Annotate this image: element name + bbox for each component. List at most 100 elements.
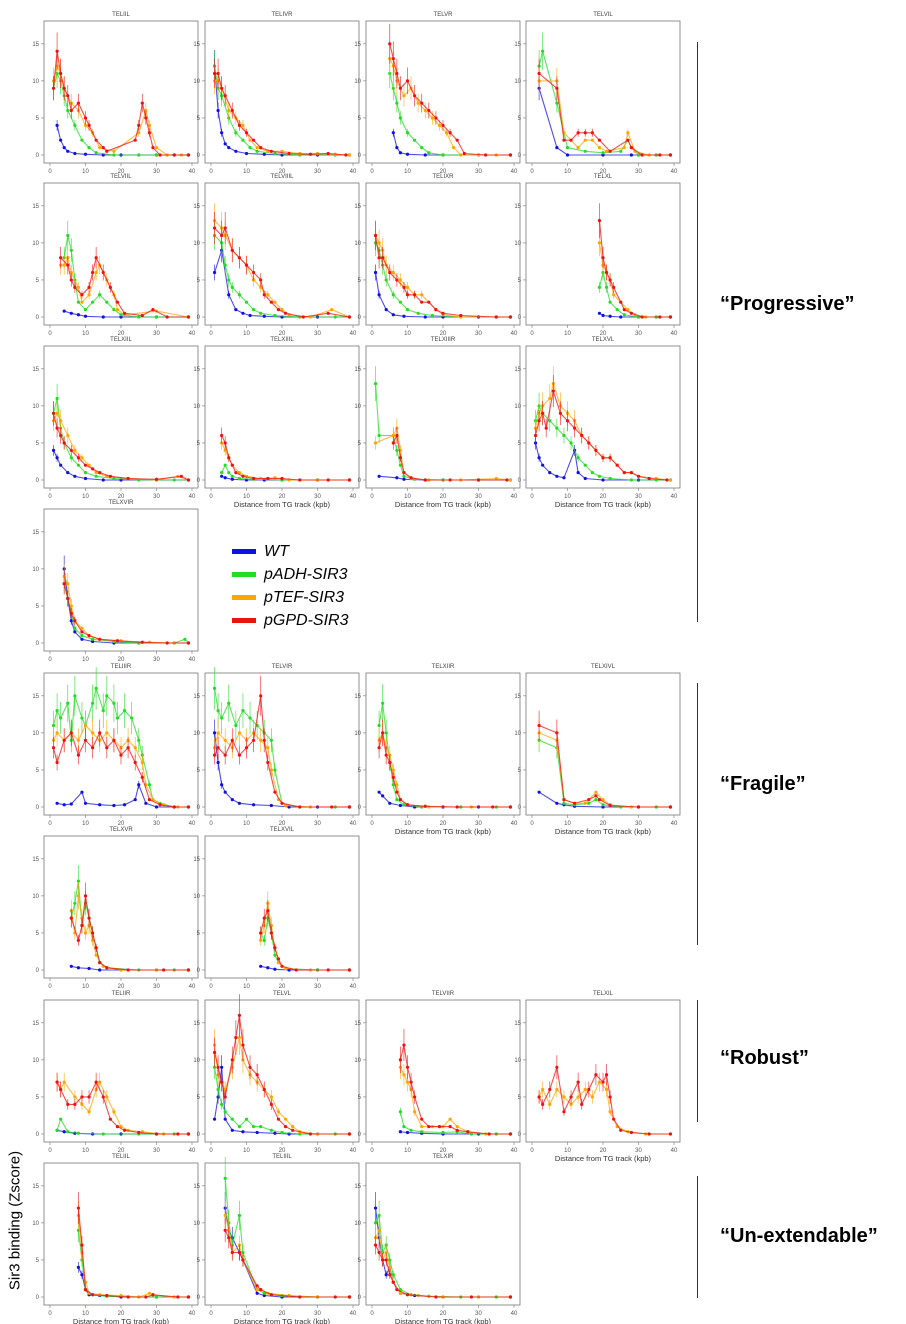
x-tick-label: 30: [314, 984, 321, 990]
x-tick-label: 40: [350, 821, 357, 827]
y-tick-label: 15: [32, 1021, 39, 1027]
data-point-ptef: [541, 1087, 545, 1092]
data-point-pgpd: [283, 1124, 288, 1129]
x-axis-label: Distance from TG track (kpb): [234, 500, 331, 509]
data-point-wt: [83, 314, 88, 318]
data-point-ptef: [590, 1095, 594, 1099]
data-point-pgpd: [105, 149, 109, 153]
data-point-pgpd: [234, 470, 238, 475]
y-tick-label: 10: [514, 731, 521, 737]
y-tick-label: 0: [36, 968, 40, 974]
data-point-ptef: [216, 731, 220, 735]
data-point-pgpd: [101, 270, 105, 275]
x-tick-label: 10: [243, 494, 250, 500]
data-point-ptef: [87, 1110, 91, 1114]
x-tick-label: 40: [189, 657, 196, 663]
x-tick-label: 0: [370, 331, 374, 337]
data-point-wt: [76, 313, 80, 317]
data-point-wt: [541, 463, 545, 467]
data-point-pgpd: [62, 582, 66, 586]
data-point-wt: [62, 803, 66, 807]
panel-title: TELXIIR: [432, 664, 455, 670]
data-point-wt: [537, 456, 541, 460]
data-point-pgpd: [537, 1095, 541, 1099]
group-bracket-robust: [697, 1000, 698, 1122]
panel-title: TELVIIIL: [271, 174, 295, 180]
data-point-padh: [241, 138, 245, 142]
data-point-pgpd: [212, 71, 217, 76]
y-tick-label: 5: [36, 768, 40, 774]
data-point-padh: [377, 433, 381, 438]
data-point-ptef: [405, 1080, 410, 1084]
data-point-padh: [66, 108, 70, 113]
data-point-pgpd: [244, 746, 249, 750]
panel-frame: [204, 999, 360, 1143]
data-point-ptef: [87, 293, 91, 297]
data-point-pgpd: [158, 153, 162, 157]
data-point-pgpd: [59, 256, 63, 260]
data-point-pgpd: [137, 1130, 141, 1135]
x-tick-label: 20: [279, 1311, 286, 1317]
y-tick-label: 5: [36, 604, 40, 610]
data-point-pgpd: [594, 448, 598, 452]
x-tick-label: 30: [475, 494, 482, 500]
data-point-ptef: [548, 1102, 552, 1106]
data-point-pgpd: [597, 797, 602, 802]
data-point-ptef: [269, 768, 273, 772]
data-point-padh: [269, 1128, 273, 1132]
data-point-pgpd: [597, 219, 602, 223]
data-point-padh: [101, 709, 105, 713]
data-point-padh: [430, 313, 434, 318]
data-point-ptef: [604, 149, 609, 153]
y-tick-label: 5: [518, 278, 522, 284]
data-point-ptef: [80, 300, 84, 304]
data-point-wt: [69, 964, 73, 968]
data-point-pgpd: [241, 1043, 245, 1047]
y-tick-label: 15: [32, 694, 39, 700]
data-point-wt: [601, 313, 605, 318]
data-point-wt: [395, 145, 399, 150]
data-point-padh: [241, 1250, 245, 1255]
data-point-padh: [594, 797, 598, 802]
y-tick-label: 10: [32, 79, 39, 85]
x-tick-label: 30: [635, 1148, 642, 1154]
data-point-wt: [548, 470, 552, 475]
data-point-padh: [587, 801, 591, 805]
data-point-ptef: [452, 145, 456, 150]
data-point-pgpd: [223, 753, 227, 757]
data-point-ptef: [402, 94, 406, 98]
data-point-padh: [223, 263, 227, 267]
y-tick-label: 0: [36, 641, 40, 647]
panel: TELXVIR 0 5 10 15 0 10 20 30 40: [32, 500, 199, 663]
y-tick-label: 10: [32, 731, 39, 737]
data-point-padh: [154, 153, 159, 157]
data-point-ptef: [105, 1095, 109, 1099]
data-point-ptef: [80, 456, 84, 460]
panel-title: TELVR: [434, 12, 454, 18]
panel-frame: [204, 20, 360, 164]
data-point-pgpd: [255, 1073, 259, 1077]
x-tick-label: 40: [511, 1148, 518, 1154]
data-point-ptef: [508, 478, 513, 482]
data-point-pgpd: [280, 476, 284, 481]
legend-item-ptef: pTEF-SIR3: [232, 586, 348, 609]
data-point-pgpd: [377, 256, 381, 260]
x-tick-label: 0: [530, 1148, 534, 1154]
data-point-wt: [583, 476, 587, 481]
y-tick-label: 5: [197, 441, 201, 447]
data-point-pgpd: [140, 775, 144, 779]
data-point-wt: [91, 639, 95, 644]
panel-frame: [365, 999, 521, 1143]
series-line-padh: [52, 398, 189, 481]
data-point-padh: [237, 476, 241, 481]
data-point-pgpd: [398, 1058, 402, 1062]
data-point-pgpd: [569, 1095, 573, 1099]
data-point-padh: [255, 149, 259, 153]
data-point-wt: [66, 470, 70, 475]
data-point-ptef: [55, 411, 59, 415]
x-tick-label: 30: [635, 169, 642, 175]
data-point-ptef: [266, 746, 270, 750]
x-tick-label: 30: [153, 169, 160, 175]
data-point-pgpd: [533, 433, 538, 438]
data-point-pgpd: [223, 441, 227, 445]
